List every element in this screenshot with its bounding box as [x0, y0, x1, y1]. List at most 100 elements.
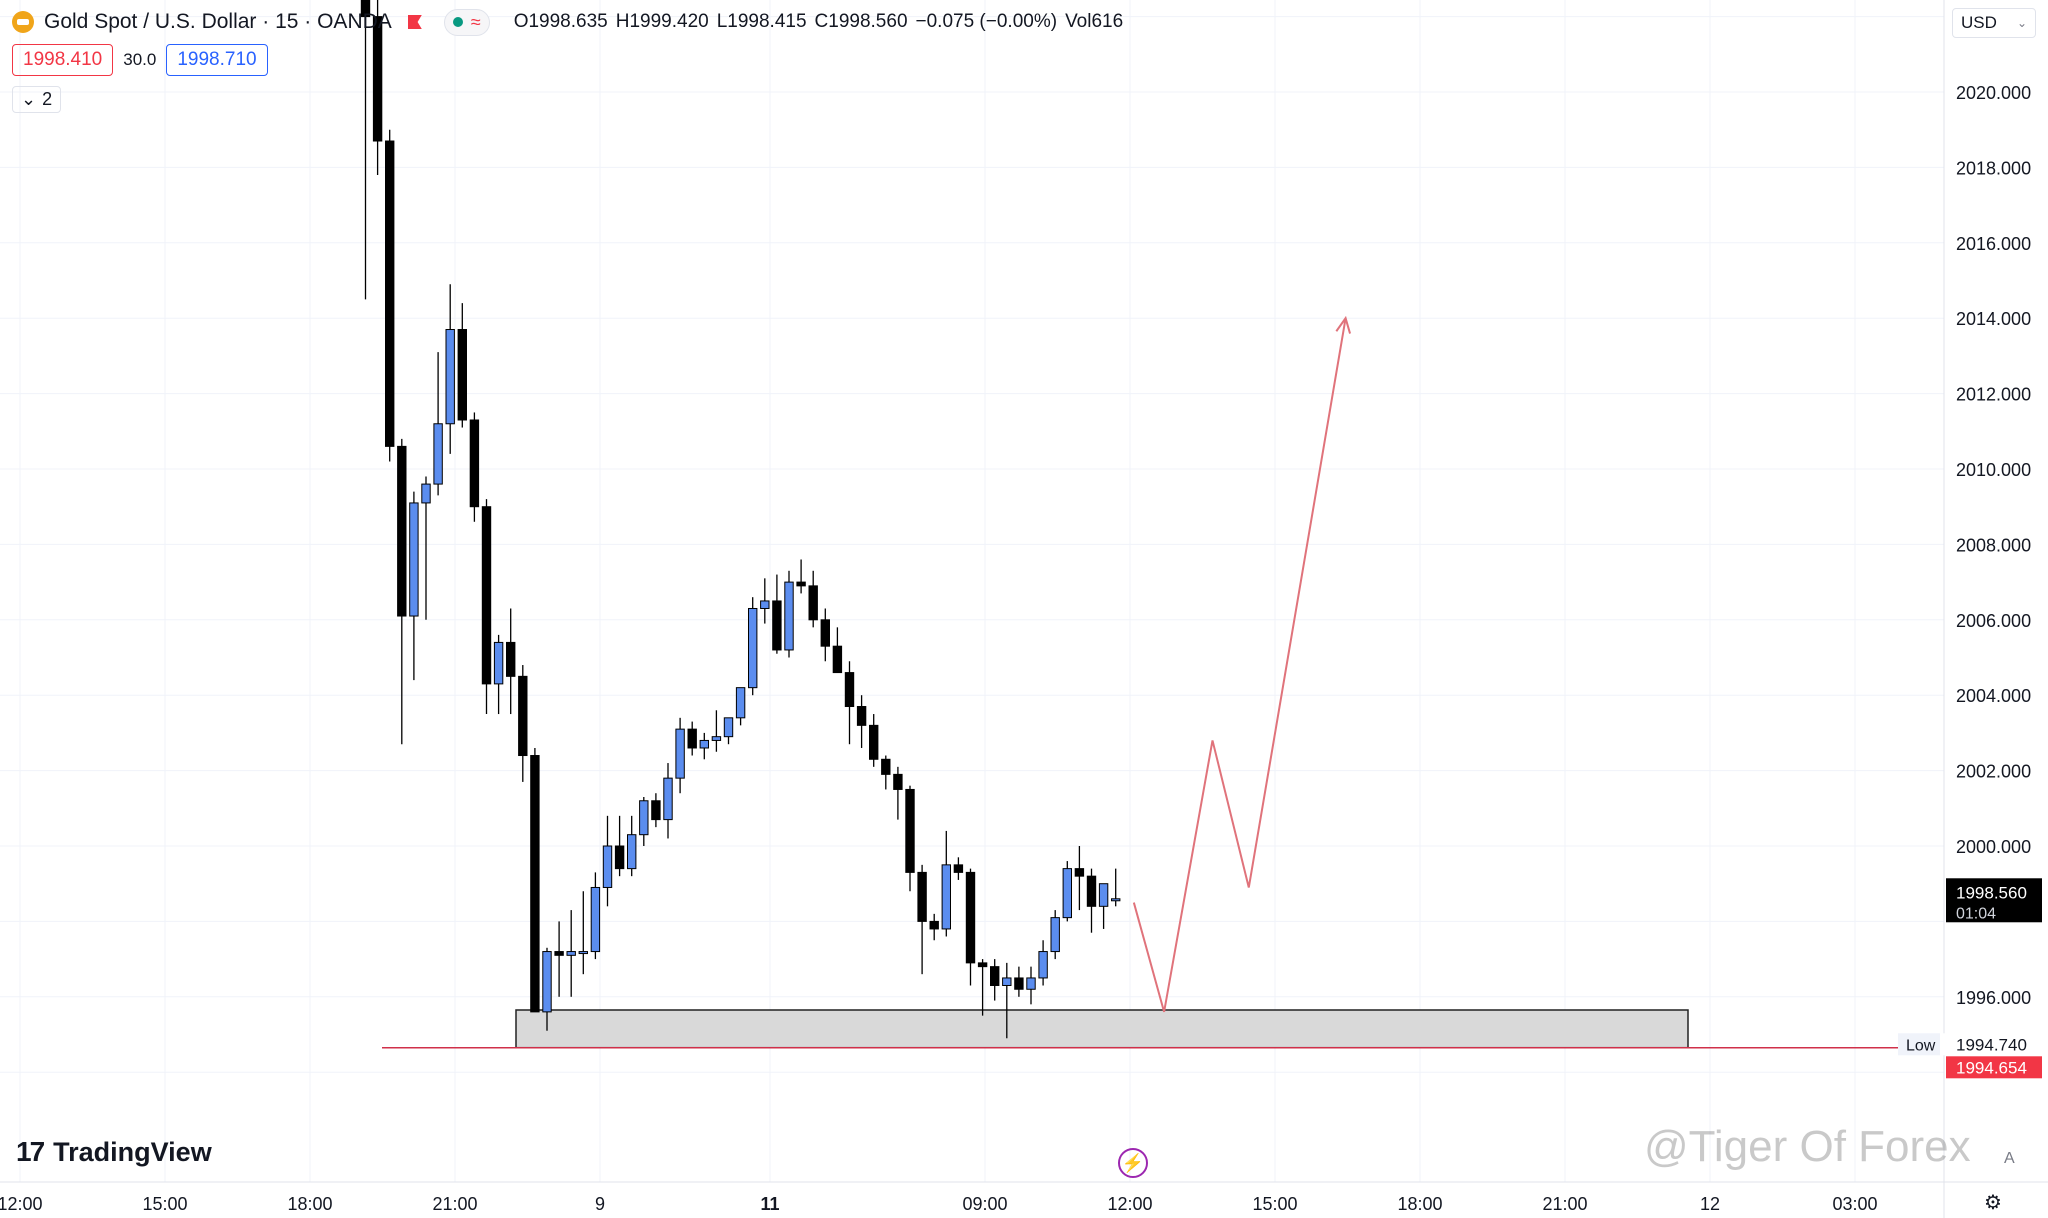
indicators-count: 2	[42, 89, 53, 109]
candle	[977, 959, 988, 1016]
candle-body	[602, 845, 613, 888]
candle	[385, 129, 395, 462]
candle	[893, 766, 903, 820]
watermark: @Tiger Of Forex	[1644, 1122, 1971, 1171]
candle-body	[1026, 977, 1036, 990]
status-pill[interactable]: ≈	[443, 8, 490, 36]
symbol-title[interactable]: Gold Spot / U.S. Dollar · 15 · OANDA	[44, 10, 392, 33]
candle	[1074, 846, 1085, 911]
candle	[397, 438, 407, 745]
candle	[372, 0, 383, 175]
quote-row: 1998.410 30.0 1998.710	[12, 44, 268, 76]
candle-body	[566, 951, 576, 956]
candle-body	[639, 800, 649, 836]
candle-body	[893, 773, 903, 790]
time-tick-label: 03:00	[1832, 1194, 1877, 1214]
candle	[433, 352, 443, 496]
candle	[748, 597, 758, 696]
candle-body	[481, 506, 492, 685]
price-tick-label: 2004.000	[1956, 686, 2031, 706]
candle-body	[457, 329, 468, 421]
candle-body	[881, 758, 891, 775]
grid	[0, 0, 1944, 1182]
chevron-down-icon: ⌄	[2016, 16, 2027, 30]
candle	[542, 947, 552, 1031]
candle-body	[784, 581, 794, 651]
buy-button[interactable]: 1998.710	[166, 44, 268, 76]
auto-scale-icon[interactable]: A	[2004, 1150, 2015, 1167]
candle-body	[796, 581, 806, 587]
currency-select[interactable]: USD ⌄	[1952, 8, 2036, 38]
candle	[493, 634, 504, 715]
candle-body	[590, 886, 601, 953]
change-value: −0.075 (−0.00%)	[915, 11, 1058, 32]
time-tick-label: 18:00	[287, 1194, 332, 1214]
candle-body	[917, 871, 927, 922]
lightning-icon[interactable]: ⚡	[1118, 1148, 1148, 1178]
candle-body	[397, 445, 407, 617]
candle	[711, 710, 722, 752]
price-tick-label: 2016.000	[1956, 234, 2031, 254]
candle-body	[614, 845, 625, 870]
candle	[1062, 861, 1072, 922]
candle-body	[663, 777, 673, 821]
candle	[1098, 883, 1109, 929]
market-open-dot	[452, 17, 463, 27]
projection-path[interactable]	[1132, 318, 1347, 1013]
candle	[627, 815, 637, 877]
candle-body	[808, 585, 818, 621]
candle-body	[1111, 898, 1121, 902]
candle	[554, 921, 564, 997]
price-tick-label: 2020.000	[1956, 83, 2031, 103]
candle	[360, 0, 371, 300]
candle	[1026, 966, 1036, 1005]
candle	[614, 815, 625, 877]
price-axis[interactable]: 2020.000 2018.000 2016.000 2014.000 2012.000…	[1956, 83, 2031, 1008]
candle	[905, 785, 915, 892]
flag-icon[interactable]	[407, 15, 422, 29]
candle-body	[578, 951, 588, 955]
candle-body	[1050, 917, 1060, 953]
settings-icon[interactable]: ⚙	[1984, 1192, 2002, 1214]
candle-body	[856, 706, 867, 726]
indicators-toggle[interactable]: ⌄ 2	[12, 86, 62, 113]
price-tick-label: 2000.000	[1956, 837, 2031, 857]
time-tick-label: 11	[760, 1194, 779, 1214]
low-label: Low	[1906, 1037, 1936, 1054]
low-value-label: 1994.740	[1956, 1035, 2027, 1054]
candle-body	[493, 641, 504, 685]
time-axis[interactable]: 12:00 15:00 18:00 21:00 9 11 09:00 12:00 15:00 18…	[0, 1194, 1878, 1214]
price-tags: 1998.560 01:04 Low 1994.740 1994.654	[1898, 878, 2042, 1079]
candle	[990, 959, 1000, 1001]
candle-body	[530, 755, 540, 1013]
tradingview-logo[interactable]: 17 TradingView	[16, 1136, 212, 1168]
countdown-label: 01:04	[1956, 905, 1996, 922]
time-tick-label: 21:00	[1542, 1194, 1587, 1214]
candle-body	[518, 675, 528, 757]
legend-header: Gold Spot / U.S. Dollar · 15 · OANDA ≈ O…	[12, 8, 1123, 36]
time-tick-label: 15:00	[142, 1194, 187, 1214]
last-price-label: 1998.560	[1956, 883, 2027, 902]
candle	[651, 793, 661, 828]
red-price-tag	[1946, 1056, 2042, 1079]
candle-body	[844, 672, 855, 708]
candle	[953, 857, 964, 880]
time-tick-label: 21:00	[432, 1194, 477, 1214]
candle-body	[772, 600, 782, 651]
candle	[445, 284, 455, 454]
candle	[772, 574, 782, 654]
time-tick-label: 09:00	[962, 1194, 1007, 1214]
candle	[481, 499, 492, 715]
candle	[808, 570, 818, 628]
candle	[869, 714, 879, 767]
candle-body	[905, 788, 915, 873]
candle-body	[1086, 875, 1097, 907]
wave-icon: ≈	[470, 11, 481, 32]
candle	[639, 796, 649, 846]
support-zone[interactable]	[515, 1009, 1689, 1049]
candle	[941, 830, 951, 937]
price-tick-label: 2018.000	[1956, 158, 2031, 178]
sell-button[interactable]: 1998.410	[12, 44, 114, 76]
candle	[965, 868, 976, 986]
